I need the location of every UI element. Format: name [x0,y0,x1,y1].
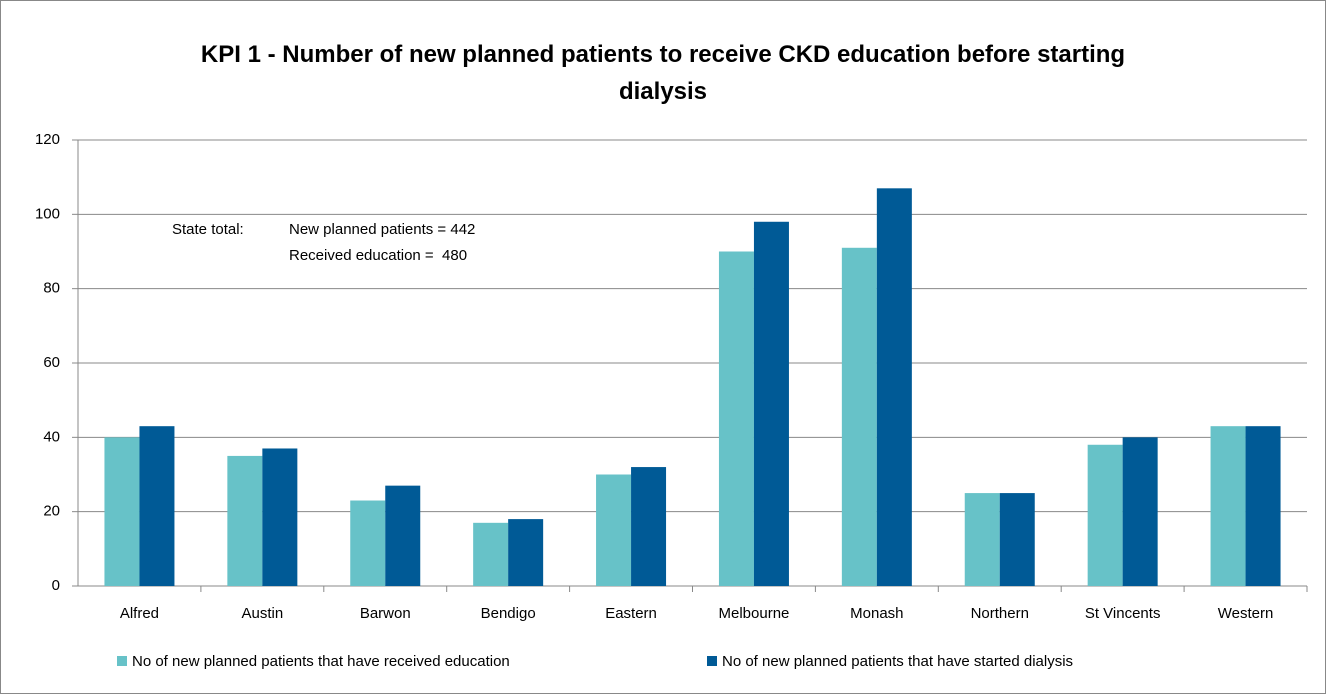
y-tick-label: 100 [35,205,60,222]
x-tick-label: Alfred [120,605,159,622]
x-tick-label: Monash [850,605,903,622]
bar [753,221,789,586]
bar [631,467,667,586]
bar [473,522,509,586]
bar [718,251,754,586]
x-tick-label: Barwon [360,605,411,622]
y-tick-label: 20 [43,503,60,520]
bar [1245,426,1281,586]
y-tick-label: 0 [52,577,60,594]
annotation-line: Received education = 480 [289,247,467,264]
bar [350,500,386,586]
x-tick-label: St Vincents [1085,605,1161,622]
x-tick-label: Austin [241,605,283,622]
x-tick-label: Eastern [605,605,657,622]
bar [104,437,140,586]
bar [841,247,877,587]
y-tick-label: 40 [43,428,60,445]
bar [999,493,1035,586]
chart-title: KPI 1 - Number of new planned patients t… [200,41,1126,105]
legend-swatch [117,656,127,666]
annotation-label: State total: [172,221,244,238]
bar [964,493,1000,586]
bar [139,426,175,586]
y-tick-label: 120 [35,131,60,148]
y-tick-label: 80 [43,280,60,297]
x-tick-label: Melbourne [719,605,790,622]
bar [1210,426,1246,586]
legend-swatch [707,656,717,666]
bar [508,519,544,586]
annotation-line: New planned patients = 442 [289,221,475,238]
x-tick-label: Western [1218,605,1274,622]
bar [1087,444,1123,586]
legend-label: No of new planned patients that have sta… [722,653,1073,670]
bar [262,448,298,586]
x-tick-label: Bendigo [481,605,536,622]
x-tick-label: Northern [971,605,1029,622]
bar [596,474,632,586]
bar [227,455,263,586]
bar [385,485,421,586]
legend-label: No of new planned patients that have rec… [132,653,510,670]
bar [876,188,912,587]
y-tick-label: 60 [43,354,60,371]
bar [1122,437,1158,586]
